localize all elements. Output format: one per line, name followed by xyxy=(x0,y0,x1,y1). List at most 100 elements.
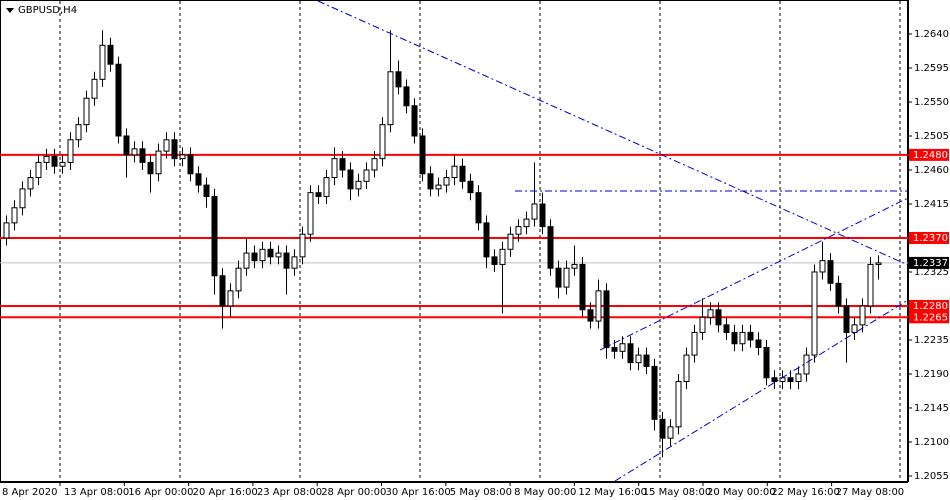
y-tick-label: 1.2595 xyxy=(914,63,949,74)
candle-body xyxy=(3,222,10,239)
y-tick-label: 1.2505 xyxy=(914,131,949,142)
candle-body xyxy=(331,158,338,179)
candle-body xyxy=(715,309,722,326)
level-label: 1.2265 xyxy=(913,312,948,323)
candle-body xyxy=(83,97,90,126)
current-price-box xyxy=(909,256,949,269)
candle-body xyxy=(771,377,778,383)
candle-body xyxy=(507,233,514,250)
candle-body xyxy=(467,180,474,194)
y-tick-label: 1.2145 xyxy=(914,403,949,414)
candle-body xyxy=(691,331,698,356)
candle-body xyxy=(219,275,226,307)
candle-body xyxy=(75,124,82,141)
candle-body xyxy=(179,154,186,160)
candle-body xyxy=(51,155,58,167)
candle-body xyxy=(795,373,802,383)
candle-body xyxy=(267,248,274,258)
candle-body xyxy=(291,256,298,269)
candle-body xyxy=(211,195,218,277)
candle-body xyxy=(755,339,762,349)
candle-body xyxy=(59,161,66,167)
x-tick-label: 12 May 16:00 xyxy=(578,487,647,498)
candle-body xyxy=(163,139,170,152)
candle-body xyxy=(571,263,578,269)
trend-line xyxy=(614,299,909,482)
candle-body xyxy=(779,377,786,383)
candle-body xyxy=(227,290,234,307)
candle-body xyxy=(555,267,562,288)
x-tick-label: 20 Apr 16:00 xyxy=(193,487,258,498)
candle-body xyxy=(35,161,42,179)
candle-body xyxy=(579,263,586,311)
candle-body xyxy=(443,177,450,186)
candle-body xyxy=(803,354,810,375)
x-tick-label: 15 May 08:00 xyxy=(643,487,712,498)
candle-body xyxy=(347,169,354,190)
x-tick-label: 27 May 08:00 xyxy=(836,487,905,498)
candle-body xyxy=(307,192,314,235)
candle-body xyxy=(387,71,394,126)
candle-body xyxy=(875,262,882,265)
y-tick-label: 1.2640 xyxy=(914,29,949,40)
y-tick-label: 1.2235 xyxy=(914,335,949,346)
candle-body xyxy=(523,218,530,228)
candle-body xyxy=(611,347,618,352)
candle-body xyxy=(299,233,306,258)
candle-body xyxy=(707,309,714,318)
candle-body xyxy=(395,71,402,88)
chart-title: GBPUSD,H4 xyxy=(18,5,77,16)
candle-body xyxy=(659,418,666,439)
level-label: 1.2370 xyxy=(913,233,948,244)
candle-body xyxy=(683,354,690,383)
candle-body xyxy=(491,256,498,265)
candle-body xyxy=(251,252,258,262)
candle-body xyxy=(107,44,114,65)
candle-body xyxy=(27,177,34,190)
candle-body xyxy=(283,252,290,269)
candle-body xyxy=(635,354,642,364)
trend-line xyxy=(317,0,909,266)
candle-body xyxy=(619,343,626,352)
candle-body xyxy=(131,148,138,156)
candle-body xyxy=(427,173,434,190)
candle-body xyxy=(195,173,202,186)
candle-body xyxy=(675,381,682,428)
symbol-menu-arrow[interactable] xyxy=(6,8,14,13)
candle-body xyxy=(531,203,538,220)
candle-body xyxy=(67,139,74,163)
y-tick-label: 1.2325 xyxy=(914,267,949,278)
level-label-box xyxy=(909,231,949,244)
x-tick-label: 20 May 00:00 xyxy=(707,487,776,498)
candle-body xyxy=(371,158,378,171)
candle-body xyxy=(515,226,522,235)
y-tick-label: 1.2100 xyxy=(914,437,949,448)
trend-lines xyxy=(317,0,909,482)
candle-body xyxy=(827,260,834,284)
candle-body xyxy=(411,105,418,137)
candle-body xyxy=(147,161,154,175)
candle-body xyxy=(187,154,194,175)
candle-body xyxy=(339,158,346,171)
candle-body xyxy=(115,63,122,137)
x-tick-label: 28 Apr 00:00 xyxy=(321,487,386,498)
candle-body xyxy=(403,86,410,107)
candle-body xyxy=(811,271,818,356)
candle-body xyxy=(91,78,98,99)
candle-body xyxy=(355,180,362,190)
x-tick-label: 22 May 16:00 xyxy=(771,487,840,498)
level-label-box xyxy=(909,311,949,324)
candle-body xyxy=(699,316,706,333)
candle-body xyxy=(19,188,26,209)
candle-body xyxy=(363,169,370,182)
plot-frame xyxy=(0,0,908,482)
x-tick-label: 13 Apr 08:00 xyxy=(64,487,129,498)
candle-body xyxy=(451,165,458,179)
level-label-box xyxy=(909,148,949,161)
candles xyxy=(3,30,882,458)
candle-body xyxy=(419,135,426,175)
candle-body xyxy=(643,354,650,367)
candle-body xyxy=(667,426,674,439)
